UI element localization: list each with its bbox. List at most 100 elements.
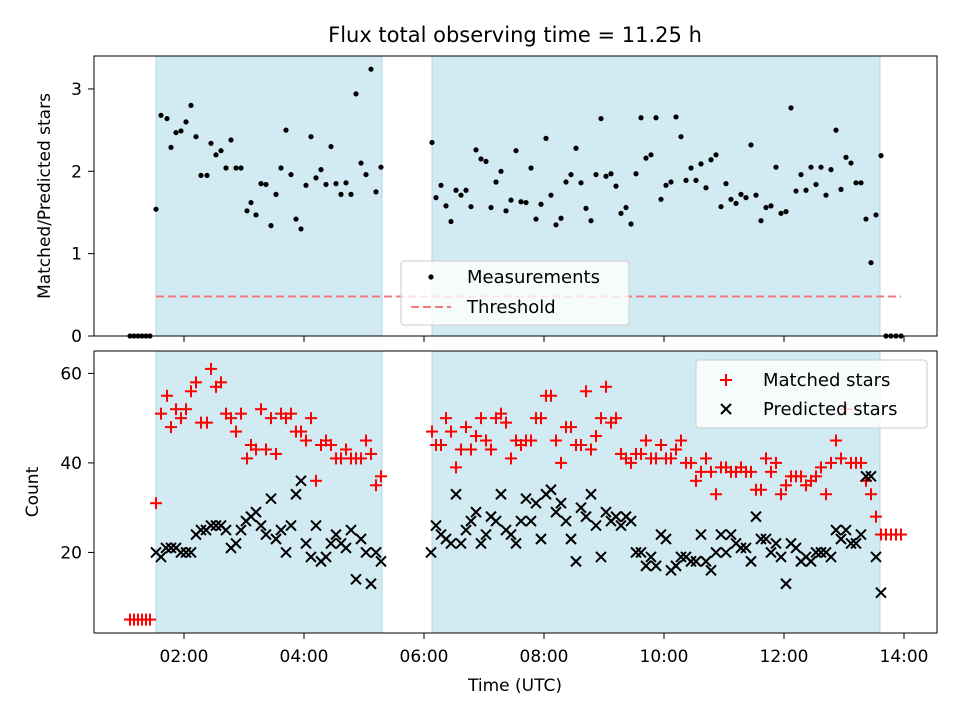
matched-star-point [765,465,777,478]
measurement-point [164,115,170,122]
predicted-star-point [505,528,517,541]
matched-star-point [375,470,387,483]
predicted-star-point [740,542,752,554]
predicted-stars-series [150,470,887,599]
top-y-axis-label: Matched/Predicted stars [35,93,55,299]
measurement-point [648,152,654,158]
measurement-point [318,167,324,173]
predicted-star-point [185,546,197,559]
predicted-star-point [685,555,697,568]
matched-star-point [495,407,507,420]
measurement-point [793,188,799,194]
legend-measurements-label: Measurements [467,267,600,288]
measurement-point [703,185,709,191]
matched-star-point [310,474,322,487]
predicted-star-point [365,578,377,590]
measurement-point [308,134,314,140]
predicted-star-point [460,524,472,536]
measurement-point [538,201,544,207]
matched-star-point [545,389,557,402]
predicted-star-point [375,555,387,568]
measurement-point [868,260,874,266]
measurement-point [718,204,724,210]
chart-title: Flux total observing time = 11.25 h [328,23,702,47]
x-tick-label: 12:00 [760,647,809,667]
measurement-point [488,204,494,211]
measurement-point [204,172,210,179]
predicted-star-point [765,546,777,559]
measurement-point [183,119,189,125]
predicted-star-point [195,524,207,536]
measurement-point [668,179,674,185]
measurement-point [783,209,789,215]
matched-star-point [585,443,597,456]
matched-star-point [365,447,377,460]
matched-star-point [440,412,452,425]
predicted-star-point [310,519,322,532]
matched-star-point [580,385,592,398]
measurement-point [493,179,499,185]
matched-star-point [175,412,187,425]
measurement-point [828,167,834,173]
matched-star-point [360,434,372,447]
measurement-point [288,171,294,178]
measurement-point [313,175,319,181]
measurement-point [688,165,694,171]
measurement-point [823,192,829,198]
measurement-point [253,212,259,218]
matched-star-point [470,430,482,443]
matched-star-point [705,465,717,478]
matched-star-point [190,376,202,389]
measurement-point [738,191,744,197]
predicted-star-point [340,542,352,554]
measurement-point [623,204,629,211]
measurement-point [818,164,824,170]
matched-star-point [235,407,247,420]
predicted-star-point [715,528,727,541]
measurement-point [338,191,344,197]
y-tick-label: 60 [60,364,82,384]
measurement-point [193,134,199,140]
matched-star-point [445,425,457,438]
measurement-point [483,158,489,165]
matched-star-point [870,510,882,523]
matched-star-point [505,452,517,465]
predicted-star-point [640,560,652,572]
measurement-point [578,180,584,186]
predicted-star-point [430,519,442,532]
measurement-point [458,192,464,198]
x-tick-label: 14:00 [880,647,929,667]
measurement-point [503,208,509,214]
measurement-point [438,182,444,188]
predicted-star-point [155,551,167,563]
measurement-point [593,171,599,178]
measurement-point [613,183,619,189]
measurement-point [268,223,274,229]
predicted-star-point [705,564,717,577]
x-tick-label: 10:00 [640,647,689,667]
measurement-point [498,168,504,174]
predicted-star-point [270,533,282,545]
measurement-point [778,210,784,216]
measurement-point [608,171,614,177]
measurement-point [748,142,754,148]
measurement-point [333,181,339,187]
measurement-point [263,181,269,188]
measurement-point [173,129,179,136]
measurement-point [178,128,184,134]
predicted-star-point [530,497,542,509]
matched-star-point [435,439,447,451]
matched-star-point [355,452,367,465]
x-tick-label: 04:00 [280,647,329,667]
measurement-point [513,148,519,154]
predicted-star-point [830,524,842,536]
matched-star-point [215,376,227,389]
matched-star-point [230,425,242,438]
predicted-star-point [565,533,577,545]
predicted-star-point [320,551,332,563]
measurement-point [228,137,234,143]
matched-star-point [590,430,602,443]
measurement-point [733,200,739,207]
legend-threshold-label: Threshold [466,297,556,318]
matched-star-point [535,412,547,425]
